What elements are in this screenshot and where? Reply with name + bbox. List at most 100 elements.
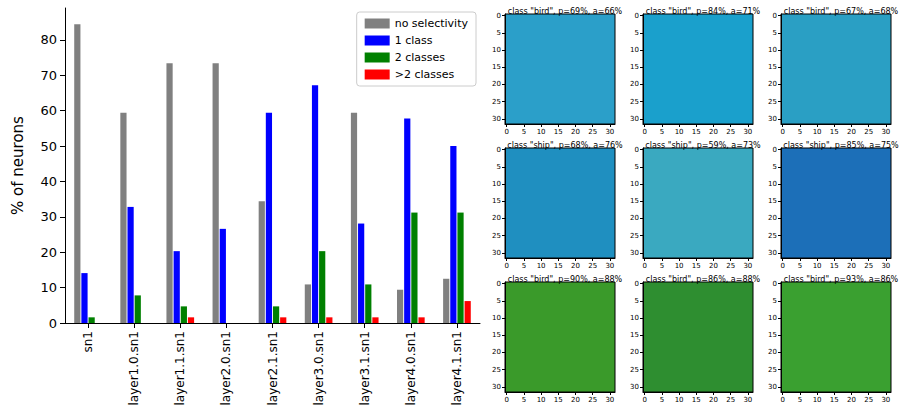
svg-text:30: 30 — [630, 249, 639, 257]
svg-text:15: 15 — [830, 262, 839, 270]
svg-text:30: 30 — [881, 128, 890, 136]
svg-text:no selectivity: no selectivity — [395, 17, 469, 30]
svg-text:20: 20 — [571, 262, 580, 270]
svg-text:10: 10 — [675, 128, 684, 136]
svg-text:0: 0 — [773, 12, 777, 20]
svg-text:class "bird", p=90%, a=88%: class "bird", p=90%, a=88% — [508, 275, 623, 284]
svg-text:15: 15 — [554, 396, 563, 404]
svg-text:15: 15 — [830, 128, 839, 136]
svg-text:15: 15 — [630, 197, 639, 205]
svg-text:0: 0 — [635, 146, 639, 154]
svg-text:class "ship", p=85%, a=75%: class "ship", p=85%, a=75% — [783, 141, 899, 150]
svg-text:layer1.1.sn1: layer1.1.sn1 — [173, 331, 187, 406]
svg-text:class "bird", p=67%, a=68%: class "bird", p=67%, a=68% — [784, 7, 899, 16]
svg-text:class "bird", p=84%, a=71%: class "bird", p=84%, a=71% — [646, 7, 761, 16]
svg-text:0: 0 — [497, 146, 501, 154]
svg-text:10: 10 — [768, 180, 777, 188]
svg-text:20: 20 — [768, 348, 777, 356]
svg-text:5: 5 — [635, 29, 639, 37]
svg-text:layer4.1.sn1: layer4.1.sn1 — [450, 331, 464, 406]
svg-text:layer3.0.sn1: layer3.0.sn1 — [312, 331, 326, 406]
svg-text:10: 10 — [813, 262, 822, 270]
svg-text:10: 10 — [768, 46, 777, 54]
svg-text:25: 25 — [588, 128, 597, 136]
svg-text:0: 0 — [780, 128, 784, 136]
svg-text:10: 10 — [813, 128, 822, 136]
svg-text:50: 50 — [40, 139, 57, 154]
svg-text:layer2.1.sn1: layer2.1.sn1 — [266, 331, 280, 406]
svg-text:sn1: sn1 — [81, 331, 95, 353]
svg-text:class "bird", p=93%, a=86%: class "bird", p=93%, a=86% — [784, 275, 899, 284]
svg-text:20: 20 — [40, 245, 57, 260]
svg-text:30: 30 — [605, 128, 614, 136]
svg-text:10: 10 — [537, 396, 546, 404]
svg-text:10: 10 — [492, 314, 501, 322]
svg-text:20: 20 — [709, 128, 718, 136]
svg-text:25: 25 — [864, 396, 873, 404]
svg-text:60: 60 — [40, 103, 57, 118]
svg-text:25: 25 — [630, 366, 639, 374]
svg-text:20: 20 — [847, 128, 856, 136]
svg-text:5: 5 — [773, 29, 777, 37]
svg-text:25: 25 — [492, 98, 501, 106]
svg-text:class "bird", p=86%, a=88%: class "bird", p=86%, a=88% — [646, 275, 761, 284]
svg-text:40: 40 — [40, 174, 57, 189]
svg-text:20: 20 — [492, 214, 501, 222]
svg-text:5: 5 — [522, 396, 526, 404]
svg-text:15: 15 — [630, 63, 639, 71]
svg-text:layer4.0.sn1: layer4.0.sn1 — [404, 331, 418, 406]
svg-text:1 class: 1 class — [395, 34, 433, 47]
svg-text:25: 25 — [726, 396, 735, 404]
svg-text:5: 5 — [522, 262, 526, 270]
svg-text:5: 5 — [635, 163, 639, 171]
svg-text:80: 80 — [40, 32, 57, 47]
svg-text:0: 0 — [497, 280, 501, 288]
svg-text:15: 15 — [554, 128, 563, 136]
svg-text:% of neurons: % of neurons — [9, 116, 27, 215]
svg-text:15: 15 — [768, 331, 777, 339]
svg-text:25: 25 — [492, 366, 501, 374]
svg-text:30: 30 — [743, 396, 752, 404]
svg-text:30: 30 — [630, 383, 639, 391]
svg-text:30: 30 — [768, 383, 777, 391]
svg-text:30: 30 — [881, 396, 890, 404]
svg-text:10: 10 — [630, 314, 639, 322]
svg-text:25: 25 — [726, 262, 735, 270]
svg-text:10: 10 — [630, 180, 639, 188]
svg-text:0: 0 — [504, 396, 508, 404]
svg-text:30: 30 — [492, 249, 501, 257]
svg-text:5: 5 — [798, 128, 802, 136]
svg-text:30: 30 — [492, 383, 501, 391]
svg-text:70: 70 — [40, 68, 57, 83]
svg-text:0: 0 — [49, 316, 57, 331]
svg-text:20: 20 — [571, 128, 580, 136]
svg-text:5: 5 — [773, 163, 777, 171]
svg-text:20: 20 — [492, 80, 501, 88]
svg-text:30: 30 — [40, 209, 57, 224]
svg-text:15: 15 — [554, 262, 563, 270]
svg-text:10: 10 — [813, 396, 822, 404]
svg-text:0: 0 — [504, 128, 508, 136]
svg-text:20: 20 — [492, 348, 501, 356]
svg-text:10: 10 — [537, 262, 546, 270]
svg-text:5: 5 — [497, 163, 501, 171]
svg-text:10: 10 — [768, 314, 777, 322]
svg-text:class "bird", p=69%, a=66%: class "bird", p=69%, a=66% — [508, 7, 623, 16]
svg-text:5: 5 — [497, 29, 501, 37]
svg-text:0: 0 — [635, 12, 639, 20]
svg-text:0: 0 — [642, 262, 646, 270]
svg-text:20: 20 — [768, 80, 777, 88]
svg-text:0: 0 — [773, 280, 777, 288]
svg-text:5: 5 — [798, 262, 802, 270]
svg-text:layer3.1.sn1: layer3.1.sn1 — [358, 331, 372, 406]
svg-text:20: 20 — [571, 396, 580, 404]
svg-text:15: 15 — [630, 331, 639, 339]
svg-text:30: 30 — [605, 396, 614, 404]
svg-text:10: 10 — [630, 46, 639, 54]
svg-text:25: 25 — [768, 232, 777, 240]
svg-text:0: 0 — [780, 396, 784, 404]
svg-text:5: 5 — [660, 128, 664, 136]
svg-text:20: 20 — [630, 214, 639, 222]
svg-text:15: 15 — [492, 331, 501, 339]
svg-text:30: 30 — [630, 115, 639, 123]
